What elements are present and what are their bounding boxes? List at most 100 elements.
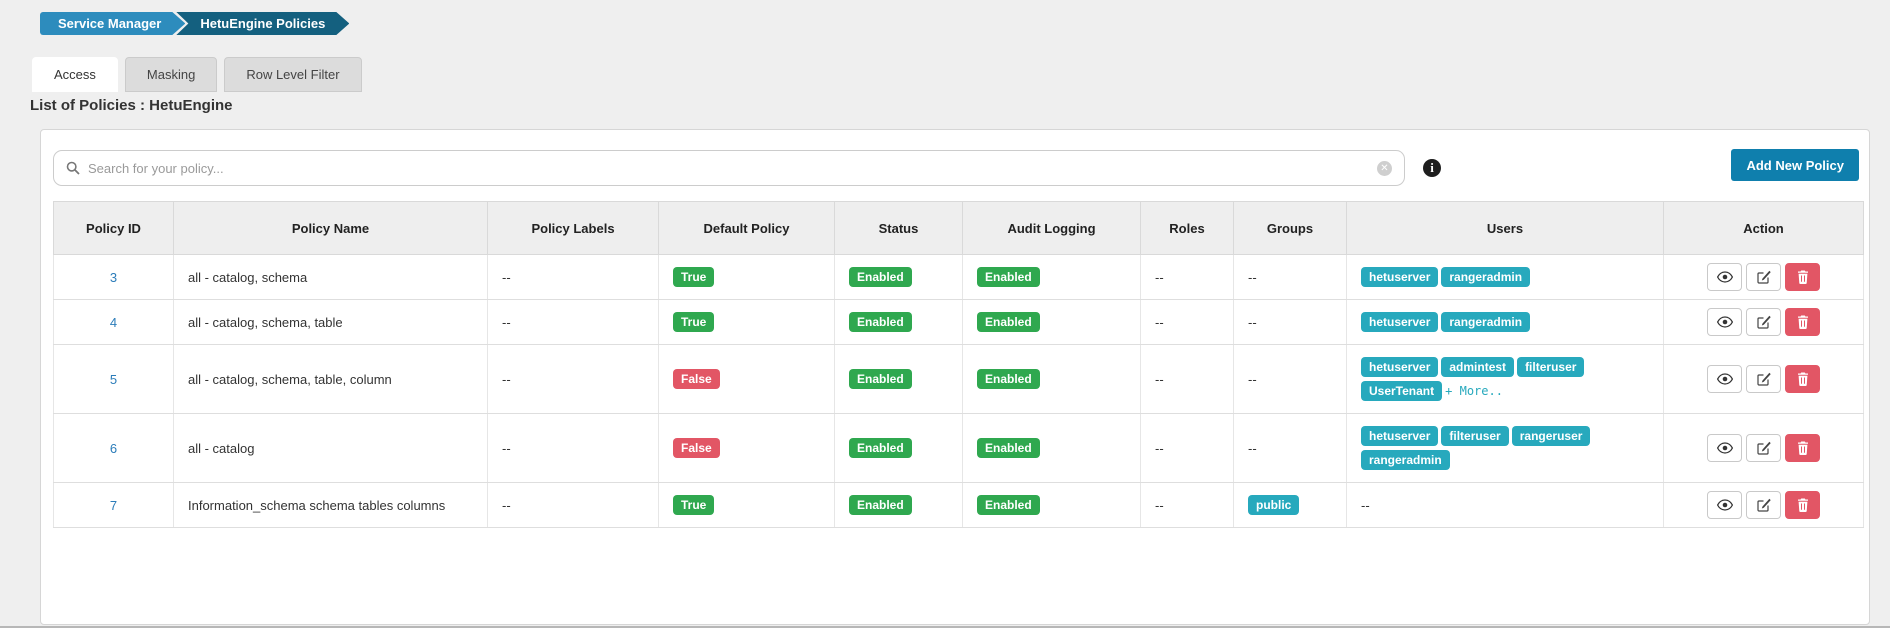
search-box: ✕: [53, 150, 1405, 186]
users-cell: hetuserver rangeradmin: [1346, 299, 1664, 345]
column-header-users: Users: [1346, 201, 1664, 255]
delete-button[interactable]: [1785, 365, 1820, 393]
policy-id-cell: 3: [53, 254, 174, 300]
status-badge: Enabled: [849, 267, 912, 287]
trash-icon: [1797, 441, 1808, 455]
breadcrumb-item-hetuengine-policies[interactable]: HetuEngine Policies: [176, 12, 349, 35]
edit-button[interactable]: [1746, 263, 1781, 291]
audit-logging-badge: Enabled: [977, 369, 1040, 389]
policy-name-cell: Information_schema schema tables columns: [173, 482, 488, 528]
status-badge: Enabled: [849, 312, 912, 332]
policy-id-cell: 4: [53, 299, 174, 345]
default-policy-badge: False: [673, 438, 720, 458]
users-cell: --: [1346, 482, 1664, 528]
edit-icon: [1756, 372, 1771, 386]
add-new-policy-button[interactable]: Add New Policy: [1731, 149, 1859, 181]
tab-access[interactable]: Access: [32, 57, 118, 92]
policy-id-cell: 5: [53, 344, 174, 414]
breadcrumb: Service Manager HetuEngine Policies: [40, 12, 349, 35]
action-cell: [1663, 254, 1864, 300]
groups-cell: --: [1233, 413, 1347, 483]
policy-labels-cell: --: [487, 413, 659, 483]
edit-button[interactable]: [1746, 365, 1781, 393]
column-header-roles: Roles: [1140, 201, 1234, 255]
action-cell: [1663, 413, 1864, 483]
status-cell: Enabled: [834, 299, 963, 345]
page-title: List of Policies : HetuEngine: [30, 97, 233, 114]
roles-cell: --: [1140, 344, 1234, 414]
tab-masking[interactable]: Masking: [124, 57, 218, 92]
user-badge: filteruser: [1441, 426, 1509, 446]
policy-id-link[interactable]: 4: [109, 314, 118, 330]
audit-logging-badge: Enabled: [977, 438, 1040, 458]
policy-id-link[interactable]: 5: [109, 371, 118, 387]
search-input[interactable]: [88, 160, 1377, 176]
search-icon: [66, 161, 80, 175]
status-cell: Enabled: [834, 254, 963, 300]
policy-id-link[interactable]: 3: [109, 269, 118, 285]
info-icon[interactable]: i: [1423, 159, 1441, 177]
delete-button[interactable]: [1785, 491, 1820, 519]
edit-button[interactable]: [1746, 491, 1781, 519]
tab-row-level-filter[interactable]: Row Level Filter: [224, 57, 362, 92]
groups-cell: --: [1233, 344, 1347, 414]
group-badge: public: [1248, 495, 1300, 515]
status-cell: Enabled: [834, 482, 963, 528]
groups-cell: --: [1233, 299, 1347, 345]
eye-icon: [1716, 373, 1733, 385]
status-cell: Enabled: [834, 413, 963, 483]
user-badge: admintest: [1441, 357, 1515, 377]
column-header-groups: Groups: [1233, 201, 1347, 255]
users-cell: hetuserver rangeradmin: [1346, 254, 1664, 300]
delete-button[interactable]: [1785, 308, 1820, 336]
eye-icon: [1716, 442, 1733, 454]
users-cell: hetuserver filteruser rangeruser rangeradmi…: [1346, 413, 1664, 483]
policies-table: Policy ID Policy Name Policy Labels Default…: [53, 201, 1864, 528]
audit-logging-cell: Enabled: [962, 299, 1141, 345]
delete-button[interactable]: [1785, 434, 1820, 462]
tab-bar: Access Masking Row Level Filter: [32, 57, 362, 92]
status-cell: Enabled: [834, 344, 963, 414]
trash-icon: [1797, 270, 1808, 284]
user-badge: hetuserver: [1361, 267, 1439, 287]
more-users-link[interactable]: + More..: [1445, 384, 1503, 398]
table-header-row: Policy ID Policy Name Policy Labels Default…: [53, 201, 1864, 255]
edit-icon: [1756, 270, 1771, 284]
view-button[interactable]: [1707, 491, 1742, 519]
user-badge: rangeradmin: [1441, 312, 1531, 332]
policy-name-cell: all - catalog, schema, table: [173, 299, 488, 345]
policy-id-link[interactable]: 7: [109, 497, 118, 513]
default-policy-cell: False: [658, 413, 835, 483]
default-policy-badge: True: [673, 267, 715, 287]
edit-button[interactable]: [1746, 434, 1781, 462]
column-header-status: Status: [834, 201, 963, 255]
user-badge: filteruser: [1517, 357, 1585, 377]
view-button[interactable]: [1707, 434, 1742, 462]
edit-button[interactable]: [1746, 308, 1781, 336]
policy-id-link[interactable]: 6: [109, 440, 118, 456]
breadcrumb-item-service-manager[interactable]: Service Manager: [40, 12, 185, 35]
users-cell: hetuserver admintest filteruser UserTenant +…: [1346, 344, 1664, 414]
audit-logging-badge: Enabled: [977, 312, 1040, 332]
audit-logging-badge: Enabled: [977, 267, 1040, 287]
action-cell: [1663, 299, 1864, 345]
view-button[interactable]: [1707, 365, 1742, 393]
delete-button[interactable]: [1785, 263, 1820, 291]
view-button[interactable]: [1707, 263, 1742, 291]
eye-icon: [1716, 499, 1733, 511]
edit-icon: [1756, 441, 1771, 455]
audit-logging-cell: Enabled: [962, 482, 1141, 528]
user-badge: rangeradmin: [1361, 450, 1450, 470]
roles-cell: --: [1140, 413, 1234, 483]
table-row: 5 all - catalog, schema, table, column -- F…: [53, 344, 1864, 414]
column-header-policy-id: Policy ID: [53, 201, 174, 255]
user-badge: rangeruser: [1511, 426, 1591, 446]
roles-cell: --: [1140, 482, 1234, 528]
policy-id-cell: 6: [53, 413, 174, 483]
policy-id-cell: 7: [53, 482, 174, 528]
clear-search-icon[interactable]: ✕: [1377, 160, 1392, 176]
user-badge: hetuserver: [1361, 312, 1439, 332]
view-button[interactable]: [1707, 308, 1742, 336]
groups-cell: public: [1233, 482, 1347, 528]
column-header-policy-name: Policy Name: [173, 201, 488, 255]
